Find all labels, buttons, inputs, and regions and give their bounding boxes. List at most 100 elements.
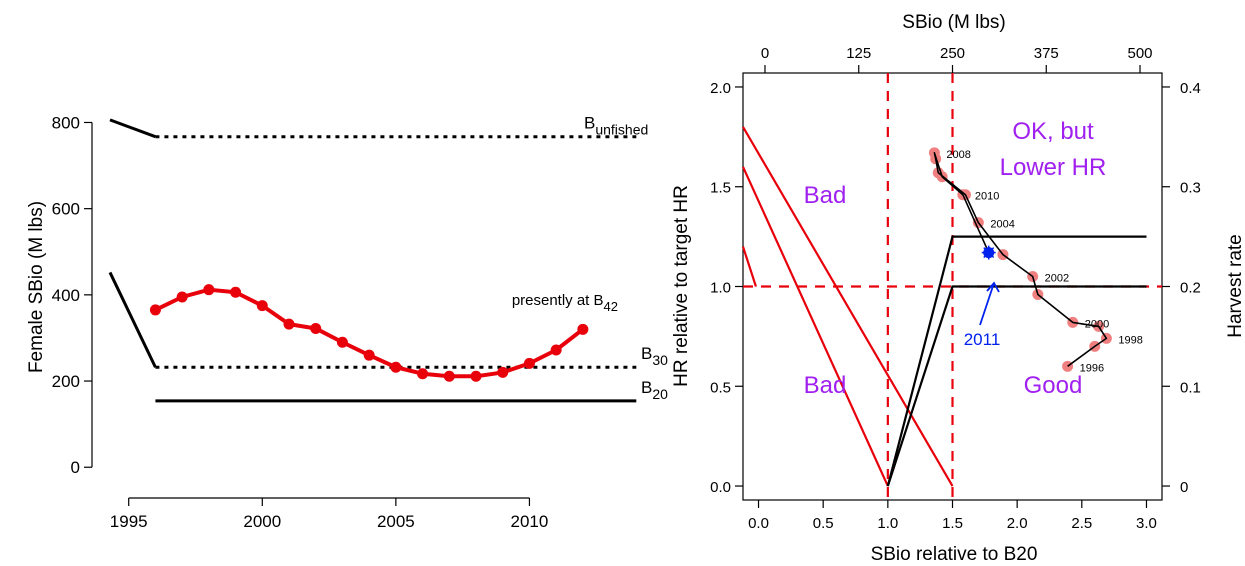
left-y-axis: 0 200 400 600 800 xyxy=(52,113,93,477)
left-y-tick-label: 200 xyxy=(52,372,80,391)
left-panel: 1995 2000 2005 2010 0 200 400 600 800 Female SB… xyxy=(26,113,668,531)
series-point xyxy=(283,318,295,330)
reference-label-20-sub: 20 xyxy=(652,386,668,402)
right-trajectory: 1996 1998 2000 2002 2004 2008 2010 2011 xyxy=(928,147,1143,374)
current-year-point-ray xyxy=(983,252,990,259)
right-top-axis-label: SBio (M lbs) xyxy=(902,12,1005,33)
right-y2-tick-label: 0.2 xyxy=(1180,280,1201,297)
right-y-axis-label: HR relative to target HR xyxy=(671,185,692,387)
current-year-point-ray xyxy=(983,247,990,254)
series-point xyxy=(336,336,348,348)
control-rule-line xyxy=(886,235,1147,487)
zone-label: Good xyxy=(1024,372,1083,399)
left-x-tick-label: 1995 xyxy=(110,512,148,531)
zone-label: Lower HR xyxy=(1000,154,1107,181)
right-y-tick-label: 0.0 xyxy=(710,479,731,496)
red-rule-line xyxy=(741,166,889,487)
right-x-axis-label: SBio relative to B20 xyxy=(871,544,1038,565)
zone-label: Bad xyxy=(804,372,847,399)
left-x-axis: 1995 2000 2005 2010 xyxy=(110,497,549,531)
right-top-tick-label: 500 xyxy=(1127,45,1152,62)
right-y-tick-label: 0.5 xyxy=(710,379,731,396)
series-point xyxy=(203,284,215,296)
right-y2-tick-label: 0 xyxy=(1180,479,1188,496)
right-top-tick-label: 375 xyxy=(1034,45,1059,62)
control-rule-line xyxy=(886,285,1147,487)
right-axes: 0.0 0.5 1.0 1.5 2.0 2.5 3.0 0.0 0.5 1.0 1.5 2.0 0 125… xyxy=(710,45,1201,532)
left-series xyxy=(149,284,589,382)
right-y-tick-label: 2.0 xyxy=(710,80,731,97)
left-x-tick-label: 2005 xyxy=(377,512,415,531)
red-rule-line xyxy=(742,126,954,487)
zone-label: OK, but xyxy=(1012,118,1094,145)
reference-label-30-main: B xyxy=(641,344,652,363)
left-y-tick-label: 0 xyxy=(71,458,80,477)
trajectory-year-label: 2008 xyxy=(946,149,970,161)
current-year-label: 2011 xyxy=(964,330,1001,349)
trajectory-year-label: 1998 xyxy=(1118,334,1142,346)
reference-lead-in-unfished xyxy=(109,118,156,139)
reference-label-unfished: Bunfished xyxy=(584,114,648,138)
current-year-arrow xyxy=(979,282,995,326)
series-point xyxy=(470,370,482,382)
right-y2-tick-label: 0.4 xyxy=(1180,80,1201,97)
right-x-tick-label: 0.0 xyxy=(748,515,769,532)
left-y-tick-label: 600 xyxy=(52,200,80,219)
series-point xyxy=(390,361,402,373)
right-y2-tick-label: 0.3 xyxy=(1180,180,1201,197)
presently-at-annotation-sub: 42 xyxy=(604,299,618,314)
reference-label-20-main: B xyxy=(641,378,652,397)
right-panel: 0.0 0.5 1.0 1.5 2.0 2.5 3.0 0.0 0.5 1.0 1.5 2.0 0 125… xyxy=(671,12,1245,565)
right-x-tick-label: 0.5 xyxy=(813,515,834,532)
right-zone-labels: Bad Bad OK, but Lower HR Good xyxy=(804,118,1107,399)
right-y-tick-label: 1.0 xyxy=(710,280,731,297)
trajectory-line xyxy=(933,152,1108,367)
left-y-tick-label: 400 xyxy=(52,286,80,305)
right-x-tick-label: 2.0 xyxy=(1007,515,1028,532)
presently-at-annotation: presently at B42 xyxy=(512,292,618,314)
series-point xyxy=(149,304,161,316)
right-x-tick-label: 2.5 xyxy=(1071,515,1092,532)
reference-lead-in-30 xyxy=(108,271,157,368)
right-y2-axis-label: Harvest rate xyxy=(1225,234,1245,337)
current-year-point-ray xyxy=(988,247,995,254)
series-point xyxy=(363,349,375,361)
left-x-tick-label: 2010 xyxy=(511,512,549,531)
trajectory-year-label: 2004 xyxy=(990,219,1014,231)
reference-label-unfished-main: B xyxy=(584,114,595,133)
right-top-tick-label: 125 xyxy=(846,45,871,62)
reference-label-30-sub: 30 xyxy=(652,352,668,368)
left-y-axis-label: Female SBio (M lbs) xyxy=(26,201,47,373)
left-x-tick-label: 2000 xyxy=(243,512,281,531)
reference-label-unfished-sub: unfished xyxy=(595,122,648,138)
right-top-tick-label: 250 xyxy=(940,45,965,62)
current-year-point-ray xyxy=(988,252,995,259)
zone-label: Bad xyxy=(804,182,847,209)
left-reference-lines xyxy=(108,118,637,403)
series-point xyxy=(577,323,589,335)
series-point xyxy=(497,366,509,378)
series-point xyxy=(230,286,242,298)
right-top-tick-label: 0 xyxy=(761,45,769,62)
series-point xyxy=(256,300,268,312)
series-point xyxy=(550,344,562,356)
reference-label-20: B20 xyxy=(641,378,668,402)
series-point xyxy=(417,368,429,380)
red-rule-line xyxy=(741,246,757,287)
series-point xyxy=(310,322,322,334)
presently-at-annotation-main: presently at B xyxy=(512,292,604,309)
trajectory-year-label: 2000 xyxy=(1085,318,1109,330)
right-reference-lines xyxy=(741,73,1162,500)
right-x-tick-label: 1.0 xyxy=(877,515,898,532)
right-x-tick-label: 3.0 xyxy=(1136,515,1157,532)
trajectory-year-label: 2010 xyxy=(975,191,999,203)
left-y-tick-label: 800 xyxy=(52,113,80,132)
right-y2-tick-label: 0.1 xyxy=(1180,379,1201,396)
right-x-tick-label: 1.5 xyxy=(942,515,963,532)
trajectory-year-label: 1996 xyxy=(1080,362,1104,374)
series-point xyxy=(176,291,188,303)
series-point xyxy=(443,370,455,382)
series-point xyxy=(523,357,535,369)
